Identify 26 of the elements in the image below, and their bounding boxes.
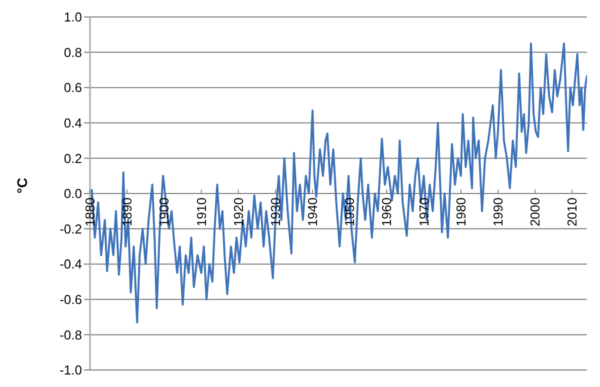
x-tick-label: 1900: [156, 198, 172, 226]
x-tick-label: 1930: [268, 198, 283, 226]
x-tick-label: 1970: [416, 198, 432, 226]
y-axis-title: °C: [14, 178, 30, 194]
x-tick-label: 1950: [342, 198, 358, 226]
x-tick-label: 1940: [305, 198, 320, 226]
y-tick-label: -1.0: [60, 362, 82, 378]
y-tick-label: -0.2: [60, 221, 82, 236]
y-tick-label: 0.0: [64, 186, 82, 202]
y-tick-label: 0.6: [64, 80, 82, 96]
x-tick-label: 2000: [528, 198, 543, 226]
x-tick-label: 1990: [490, 198, 506, 226]
x-tick-label: 1960: [379, 198, 394, 226]
y-tick-label: 0.8: [64, 44, 82, 60]
x-tick-label: 1890: [120, 198, 135, 226]
x-tick-label: 1980: [453, 198, 468, 226]
y-tick-label: -0.8: [60, 327, 82, 342]
x-tick-label: 2010: [564, 198, 580, 226]
y-tick-label: -0.6: [60, 292, 82, 308]
x-tick-label: 1910: [194, 198, 209, 226]
y-tick-label: 0.4: [64, 116, 82, 131]
x-tick-label: 1880: [82, 198, 98, 226]
y-tick-label: 1.0: [64, 10, 82, 25]
x-tick-label: 1920: [230, 198, 246, 226]
y-tick-label: 0.2: [64, 150, 82, 166]
y-tick-label: -0.4: [60, 256, 82, 272]
